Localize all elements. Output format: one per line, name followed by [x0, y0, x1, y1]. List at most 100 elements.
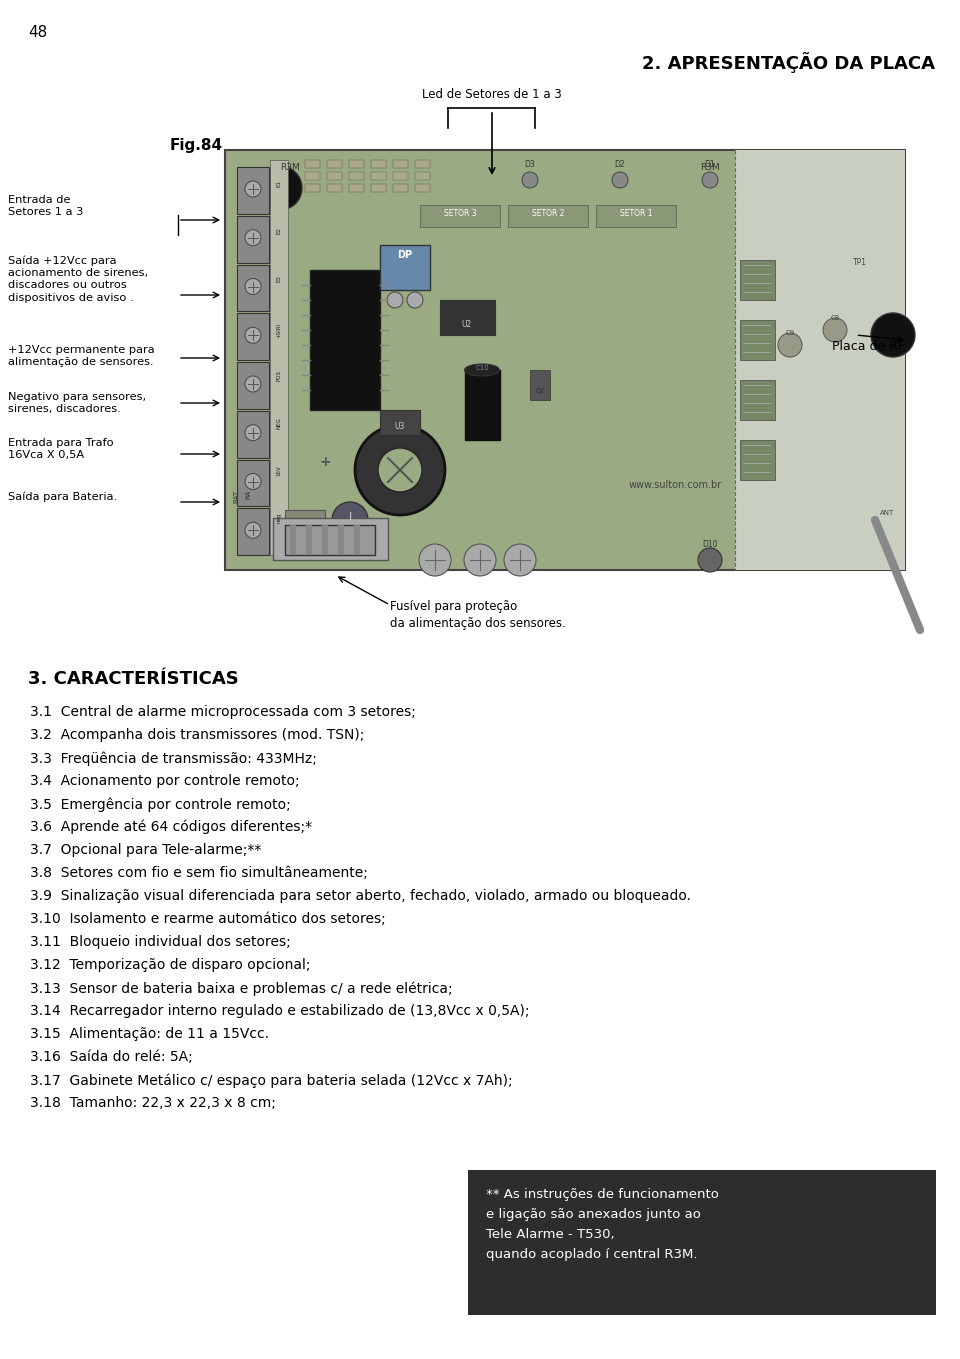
- Text: U2: U2: [462, 319, 472, 329]
- Text: BAT: BAT: [233, 491, 239, 503]
- Text: I: I: [348, 512, 351, 522]
- Circle shape: [245, 328, 261, 344]
- Bar: [237, 167, 269, 213]
- Circle shape: [698, 548, 722, 572]
- Bar: [285, 525, 375, 554]
- Circle shape: [245, 181, 261, 197]
- Text: 3.11  Bloqueio individual dos setores;: 3.11 Bloqueio individual dos setores;: [30, 935, 291, 949]
- Text: 3.7  Opcional para Tele-alarme;**: 3.7 Opcional para Tele-alarme;**: [30, 843, 261, 858]
- Bar: [237, 314, 269, 360]
- Circle shape: [407, 292, 423, 308]
- Bar: [327, 173, 342, 179]
- Bar: [420, 205, 500, 227]
- Bar: [349, 183, 364, 192]
- Bar: [393, 160, 408, 169]
- Text: +: +: [319, 455, 331, 469]
- Bar: [740, 440, 775, 480]
- Bar: [440, 300, 495, 336]
- Text: C9: C9: [785, 330, 795, 336]
- Text: ** As instruções de funcionamento
e ligação são anexados junto ao
Tele Alarme - : ** As instruções de funcionamento e liga…: [486, 1188, 719, 1261]
- Circle shape: [245, 376, 261, 391]
- Text: SETOR 3: SETOR 3: [444, 209, 476, 217]
- Text: +SIRI: +SIRI: [276, 322, 281, 338]
- Text: POS: POS: [276, 370, 281, 381]
- Bar: [735, 149, 905, 569]
- Bar: [740, 381, 775, 420]
- Bar: [415, 160, 430, 169]
- Bar: [322, 525, 328, 554]
- Text: 3.15  Alimentação: de 11 a 15Vcc.: 3.15 Alimentação: de 11 a 15Vcc.: [30, 1027, 269, 1041]
- Bar: [380, 245, 430, 289]
- Text: Fusível para proteção
da alimentação dos sensores.: Fusível para proteção da alimentação dos…: [390, 601, 565, 631]
- Text: D10: D10: [703, 540, 718, 549]
- Bar: [371, 173, 386, 179]
- Bar: [305, 173, 320, 179]
- Text: www.sulton.com.br: www.sulton.com.br: [629, 480, 722, 491]
- Text: E1: E1: [276, 179, 281, 188]
- Circle shape: [387, 292, 403, 308]
- Text: D3: D3: [524, 160, 536, 169]
- Bar: [393, 173, 408, 179]
- Text: 48: 48: [28, 24, 47, 39]
- Bar: [740, 260, 775, 300]
- Circle shape: [245, 473, 261, 489]
- Text: 3.17  Gabinete Metálico c/ espaço para bateria selada (12Vcc x 7Ah);: 3.17 Gabinete Metálico c/ espaço para ba…: [30, 1074, 513, 1087]
- Bar: [237, 508, 269, 554]
- Text: 3.13  Sensor de bateria baixa e problemas c/ a rede elétrica;: 3.13 Sensor de bateria baixa e problemas…: [30, 981, 452, 996]
- Circle shape: [245, 279, 261, 295]
- Bar: [237, 361, 269, 409]
- Circle shape: [823, 318, 847, 342]
- Circle shape: [522, 173, 538, 188]
- Circle shape: [258, 166, 302, 211]
- Circle shape: [245, 522, 261, 538]
- Text: +12Vcc permanente para
alimentação de sensores.: +12Vcc permanente para alimentação de se…: [8, 345, 155, 367]
- Bar: [596, 205, 676, 227]
- Text: D2: D2: [614, 160, 625, 169]
- Bar: [380, 410, 420, 435]
- Circle shape: [778, 333, 802, 357]
- Bar: [354, 525, 360, 554]
- Bar: [270, 160, 288, 554]
- Text: Entrada para Trafo
16Vca X 0,5A: Entrada para Trafo 16Vca X 0,5A: [8, 438, 113, 461]
- Ellipse shape: [465, 364, 499, 376]
- Text: 3.5  Emergência por controle remoto;: 3.5 Emergência por controle remoto;: [30, 796, 291, 811]
- Text: Saída para Bateria.: Saída para Bateria.: [8, 492, 117, 503]
- Text: C8: C8: [830, 315, 840, 321]
- Text: TP1: TP1: [853, 258, 867, 266]
- Bar: [237, 410, 269, 458]
- Bar: [530, 370, 550, 400]
- Bar: [237, 265, 269, 311]
- Bar: [338, 525, 344, 554]
- Circle shape: [702, 173, 718, 188]
- Text: Led de Setores de 1 a 3: Led de Setores de 1 a 3: [422, 88, 562, 101]
- Text: 3.2  Acompanha dois transmissores (mod. TSN);: 3.2 Acompanha dois transmissores (mod. T…: [30, 728, 365, 742]
- Bar: [468, 1170, 936, 1316]
- Text: 16V: 16V: [276, 465, 281, 476]
- Bar: [273, 518, 388, 560]
- Bar: [237, 459, 269, 507]
- Bar: [305, 183, 320, 192]
- Bar: [290, 525, 296, 554]
- Bar: [237, 216, 269, 262]
- Bar: [306, 525, 312, 554]
- Circle shape: [245, 425, 261, 440]
- Circle shape: [464, 544, 496, 576]
- Text: U3: U3: [395, 423, 405, 431]
- Text: 3.14  Recarregador interno regulado e estabilizado de (13,8Vcc x 0,5A);: 3.14 Recarregador interno regulado e est…: [30, 1004, 530, 1018]
- Bar: [371, 160, 386, 169]
- Circle shape: [332, 501, 368, 538]
- Circle shape: [245, 230, 261, 246]
- Text: 3.18  Tamanho: 22,3 x 22,3 x 8 cm;: 3.18 Tamanho: 22,3 x 22,3 x 8 cm;: [30, 1095, 276, 1110]
- Text: Negativo para sensores,
sirenes, discadores.: Negativo para sensores, sirenes, discado…: [8, 391, 146, 414]
- Bar: [740, 319, 775, 360]
- Text: Placa de RF: Placa de RF: [832, 340, 905, 353]
- Text: DP: DP: [397, 250, 413, 260]
- Bar: [349, 160, 364, 169]
- Text: D1: D1: [705, 160, 715, 169]
- Text: 3.1  Central de alarme microprocessada com 3 setores;: 3.1 Central de alarme microprocessada co…: [30, 705, 416, 719]
- Bar: [310, 270, 380, 410]
- Text: RA: RA: [245, 491, 251, 499]
- Text: Fig.84: Fig.84: [170, 139, 223, 154]
- Text: E2: E2: [276, 227, 281, 234]
- Text: R3M: R3M: [280, 163, 300, 173]
